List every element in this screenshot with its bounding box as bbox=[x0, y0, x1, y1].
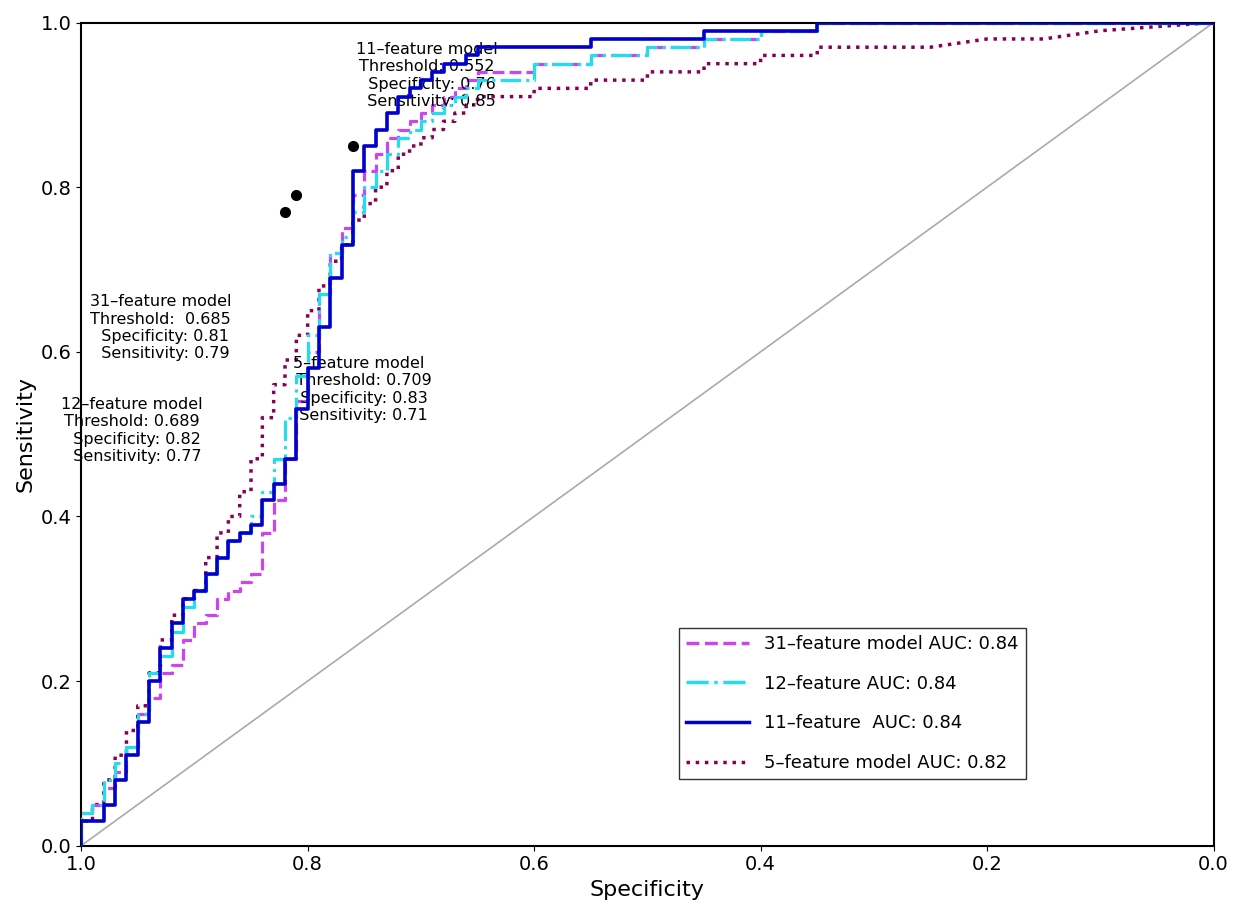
Text: 12–feature model
Threshold: 0.689
  Specificity: 0.82
  Sensitivity: 0.77: 12–feature model Threshold: 0.689 Specif… bbox=[61, 397, 203, 464]
Text: 31–feature model
Threshold:  0.685
  Specificity: 0.81
  Sensitivity: 0.79: 31–feature model Threshold: 0.685 Specif… bbox=[90, 294, 231, 361]
Y-axis label: Sensitivity: Sensitivity bbox=[15, 376, 35, 492]
Text: 5–feature model
  Threshold: 0.709
  Specificity: 0.83
  Sensitivity: 0.71: 5–feature model Threshold: 0.709 Specifi… bbox=[286, 356, 432, 423]
Legend: 31–feature model AUC: 0.84, 12–feature AUC: 0.84, 11–feature  AUC: 0.84, 5–featu: 31–feature model AUC: 0.84, 12–feature A… bbox=[679, 628, 1025, 779]
X-axis label: Specificity: Specificity bbox=[590, 880, 705, 900]
Text: 11–feature model
Threshold: 0.552
  Specificity: 0.76
  Sensitivity: 0.85: 11–feature model Threshold: 0.552 Specif… bbox=[356, 42, 498, 109]
